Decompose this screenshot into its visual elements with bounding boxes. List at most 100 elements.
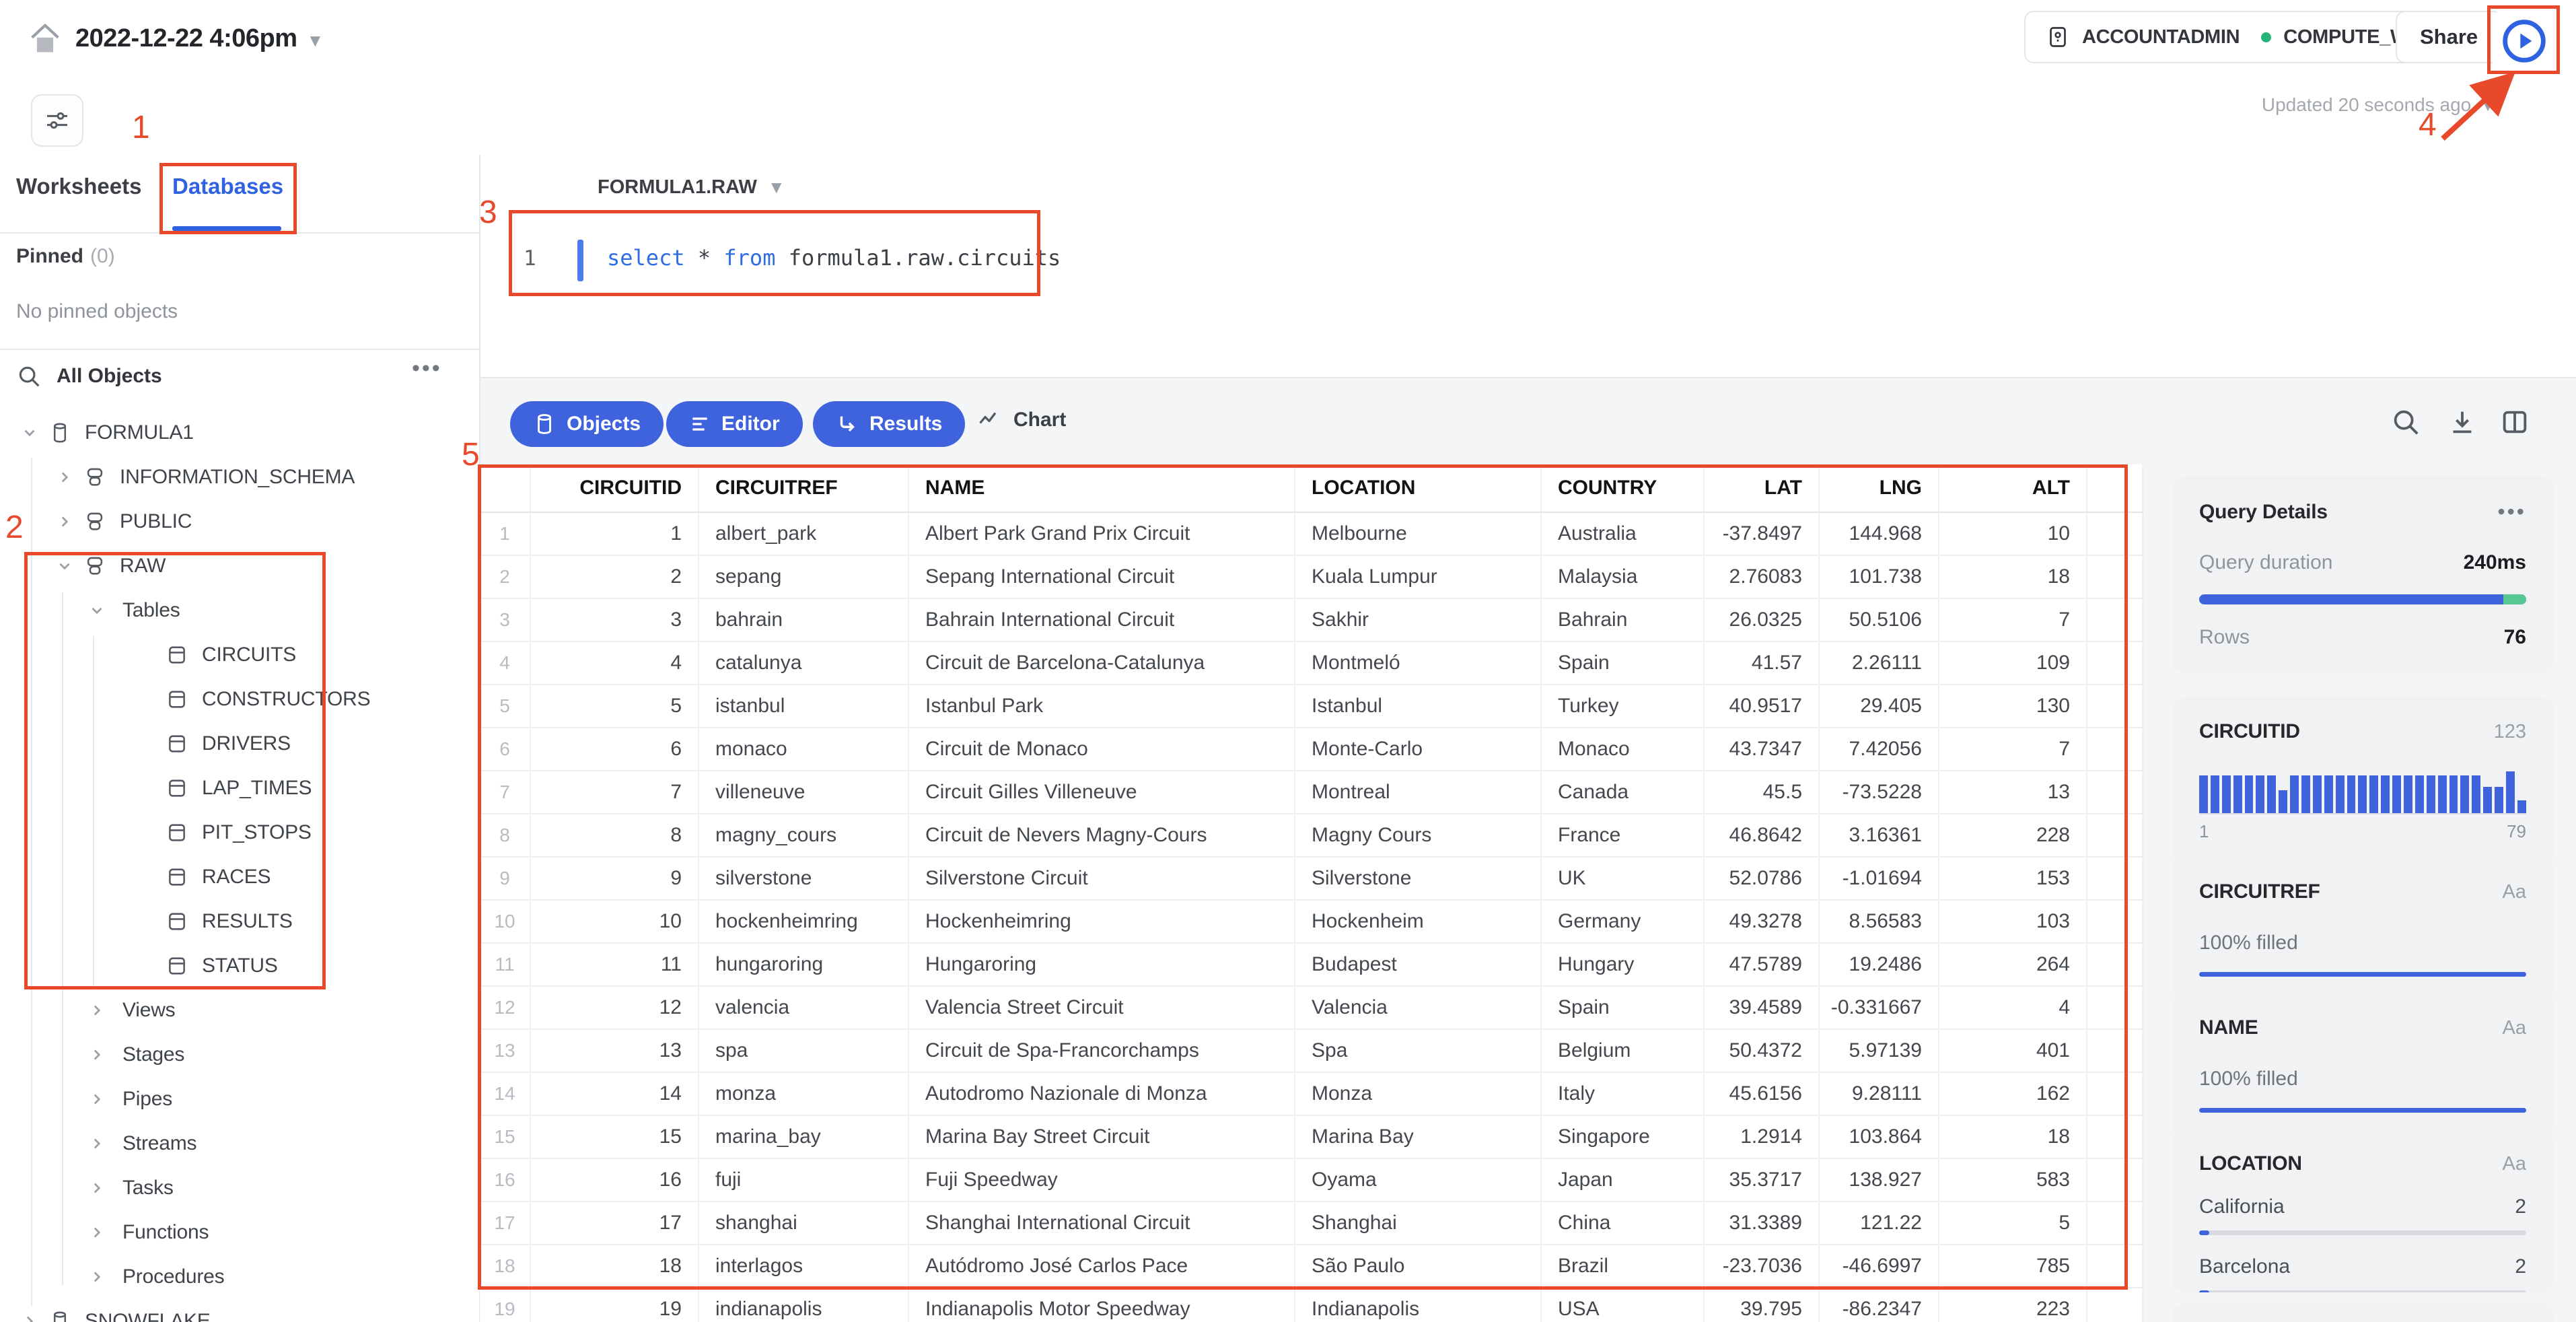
column-header-name[interactable]: NAME — [909, 464, 1295, 512]
column-header-location[interactable]: LOCATION — [1295, 464, 1542, 512]
table-cell[interactable]: 2 — [531, 556, 699, 598]
chevron-right-icon[interactable] — [85, 1046, 109, 1064]
table-cell[interactable]: 9.28111 — [1820, 1073, 1939, 1115]
table-cell[interactable]: 19.2486 — [1820, 944, 1939, 985]
table-cell[interactable]: Singapore — [1542, 1116, 1705, 1158]
table-cell[interactable]: 18 — [1939, 556, 2087, 598]
tab-results[interactable]: Results — [813, 401, 966, 447]
table-cell[interactable]: hockenheimring — [699, 901, 909, 942]
tree-item-status[interactable]: STATUS — [0, 944, 478, 988]
table-cell[interactable]: shanghai — [699, 1202, 909, 1244]
table-cell[interactable]: 10 — [531, 901, 699, 942]
table-cell[interactable]: Indianapolis Motor Speedway — [909, 1288, 1295, 1322]
table-cell[interactable]: 5 — [1939, 1202, 2087, 1244]
table-cell[interactable]: Silverstone Circuit — [909, 858, 1295, 899]
table-cell[interactable]: 401 — [1939, 1030, 2087, 1072]
location-stat-row[interactable]: Barcelona 2 — [2199, 1255, 2526, 1292]
table-cell[interactable]: sepang — [699, 556, 909, 598]
table-cell[interactable]: 583 — [1939, 1159, 2087, 1201]
table-cell[interactable]: magny_cours — [699, 814, 909, 856]
table-cell[interactable]: France — [1542, 814, 1705, 856]
table-cell[interactable]: Spa — [1295, 1030, 1542, 1072]
table-cell[interactable]: 52.0786 — [1705, 858, 1820, 899]
table-cell[interactable]: monaco — [699, 728, 909, 770]
table-cell[interactable]: 785 — [1939, 1245, 2087, 1287]
table-cell[interactable]: China — [1542, 1202, 1705, 1244]
table-cell[interactable]: 9 — [531, 858, 699, 899]
column-header-circuitid[interactable]: CIRCUITID — [531, 464, 699, 512]
table-cell[interactable]: Oyama — [1295, 1159, 1542, 1201]
table-cell[interactable]: Montmeló — [1295, 642, 1542, 684]
table-cell[interactable]: Circuit de Monaco — [909, 728, 1295, 770]
chevron-down-icon[interactable] — [17, 424, 42, 442]
table-cell[interactable] — [2087, 1030, 2143, 1072]
table-cell[interactable]: istanbul — [699, 685, 909, 727]
table-cell[interactable] — [2087, 1116, 2143, 1158]
tab-worksheets[interactable]: Worksheets — [16, 174, 142, 199]
table-cell[interactable]: fuji — [699, 1159, 909, 1201]
table-cell[interactable]: 2.26111 — [1820, 642, 1939, 684]
tree-item-constructors[interactable]: CONSTRUCTORS — [0, 677, 478, 722]
chevron-right-icon[interactable] — [85, 1179, 109, 1197]
chevron-right-icon[interactable] — [85, 1002, 109, 1019]
filters-button[interactable] — [31, 94, 83, 147]
search-results-icon[interactable] — [2390, 407, 2421, 438]
table-cell[interactable]: 1 — [531, 513, 699, 555]
chevron-right-icon[interactable] — [17, 1313, 42, 1322]
tree-item-tasks[interactable]: Tasks — [0, 1166, 478, 1210]
table-cell[interactable]: 19 — [531, 1288, 699, 1322]
chevron-down-icon[interactable] — [85, 602, 109, 619]
objects-more-button[interactable]: ••• — [412, 355, 442, 381]
table-cell[interactable] — [2087, 1159, 2143, 1201]
table-cell[interactable]: Hockenheimring — [909, 901, 1295, 942]
table-cell[interactable]: 1.2914 — [1705, 1116, 1820, 1158]
tree-item-formula1[interactable]: FORMULA1 — [0, 411, 478, 455]
tree-item-results[interactable]: RESULTS — [0, 899, 478, 944]
column-header-circuitref[interactable]: CIRCUITREF — [699, 464, 909, 512]
table-cell[interactable]: -86.2347 — [1820, 1288, 1939, 1322]
table-cell[interactable] — [2087, 1073, 2143, 1115]
table-cell[interactable]: Marina Bay — [1295, 1116, 1542, 1158]
tree-item-pit_stops[interactable]: PIT_STOPS — [0, 810, 478, 855]
table-cell[interactable]: interlagos — [699, 1245, 909, 1287]
table-cell[interactable]: 121.22 — [1820, 1202, 1939, 1244]
table-cell[interactable]: -1.01694 — [1820, 858, 1939, 899]
table-cell[interactable]: Istanbul Park — [909, 685, 1295, 727]
table-cell[interactable]: Sakhir — [1295, 599, 1542, 641]
table-cell[interactable]: catalunya — [699, 642, 909, 684]
results-table[interactable]: CIRCUITID CIRCUITREF NAME LOCATION COUNTRY LA… — [480, 464, 2143, 1322]
table-cell[interactable]: Valencia Street Circuit — [909, 987, 1295, 1029]
table-cell[interactable]: Montreal — [1295, 771, 1542, 813]
table-cell[interactable]: 3 — [531, 599, 699, 641]
column-header-lat[interactable]: LAT — [1705, 464, 1820, 512]
table-cell[interactable]: 35.3717 — [1705, 1159, 1820, 1201]
column-header-alt[interactable]: ALT — [1939, 464, 2087, 512]
table-cell[interactable]: 7 — [531, 771, 699, 813]
tree-item-snowflake[interactable]: SNOWFLAKE — [0, 1299, 478, 1322]
table-cell[interactable]: Budapest — [1295, 944, 1542, 985]
chevron-down-icon[interactable] — [52, 557, 77, 575]
table-cell[interactable]: 26.0325 — [1705, 599, 1820, 641]
table-cell[interactable]: monza — [699, 1073, 909, 1115]
table-cell[interactable]: Turkey — [1542, 685, 1705, 727]
worksheet-title[interactable]: 2022-12-22 4:06pm ▼ — [75, 24, 324, 53]
table-cell[interactable]: 2.76083 — [1705, 556, 1820, 598]
table-cell[interactable]: -23.7036 — [1705, 1245, 1820, 1287]
tree-item-tables[interactable]: Tables — [0, 588, 478, 633]
table-cell[interactable] — [2087, 858, 2143, 899]
table-cell[interactable]: 223 — [1939, 1288, 2087, 1322]
tree-item-views[interactable]: Views — [0, 988, 478, 1033]
tree-item-procedures[interactable]: Procedures — [0, 1255, 478, 1299]
table-cell[interactable]: Kuala Lumpur — [1295, 556, 1542, 598]
home-icon[interactable] — [26, 19, 65, 58]
table-cell[interactable]: villeneuve — [699, 771, 909, 813]
table-cell[interactable]: 40.9517 — [1705, 685, 1820, 727]
tab-chart[interactable]: Chart — [977, 408, 1066, 432]
role-warehouse-chip[interactable]: ACCOUNTADMIN COMPUTE_WH — [2024, 11, 2444, 63]
table-cell[interactable]: 39.795 — [1705, 1288, 1820, 1322]
table-cell[interactable]: 49.3278 — [1705, 901, 1820, 942]
tree-item-functions[interactable]: Functions — [0, 1210, 478, 1255]
table-cell[interactable] — [2087, 987, 2143, 1029]
table-cell[interactable]: 11 — [531, 944, 699, 985]
run-query-button[interactable] — [2493, 9, 2556, 73]
